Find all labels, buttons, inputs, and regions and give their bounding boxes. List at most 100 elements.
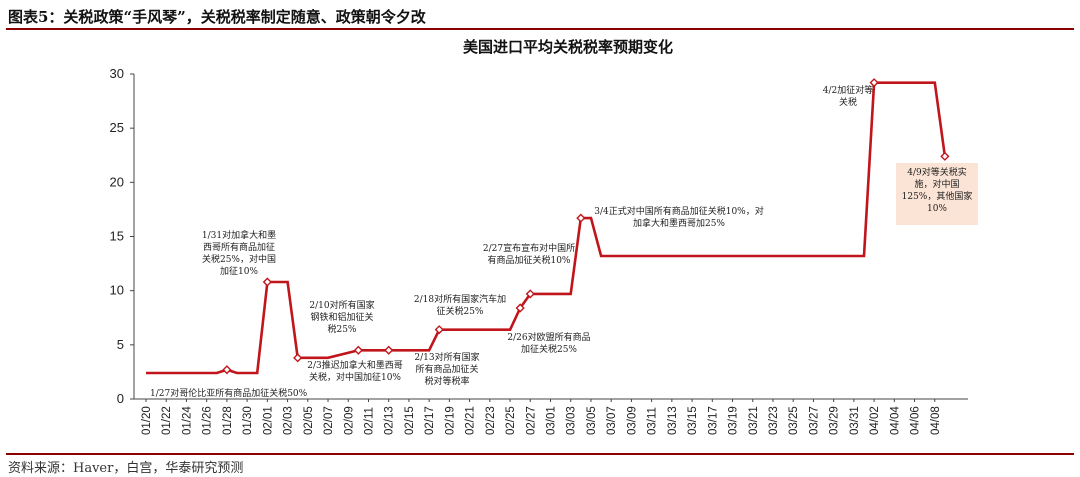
y-tick-label: 20 xyxy=(110,174,124,189)
x-tick-label: 02/19 xyxy=(444,406,456,435)
annotation-line: 加征10% xyxy=(220,266,258,277)
x-tick-label: 03/01 xyxy=(546,406,558,435)
annotation-line: 3/4正式对中国所有商品加征关税10%，对 xyxy=(594,205,764,217)
x-tick-label: 03/29 xyxy=(829,406,841,435)
annotation-text: 1/31对加拿大和墨西哥所有商品加征关税25%，对中国加征10% xyxy=(202,229,276,277)
x-tick-label: 02/05 xyxy=(303,406,315,435)
y-tick-label: 25 xyxy=(110,120,124,135)
x-tick-label: 01/30 xyxy=(242,406,254,435)
annotation-line: 关税 xyxy=(839,96,857,108)
x-tick-label: 03/31 xyxy=(849,406,861,435)
data-point xyxy=(525,289,535,299)
data-point xyxy=(940,151,950,161)
x-tick-label: 02/25 xyxy=(505,406,517,435)
annotation-text: 2/13对所有国家所有商品加征关税对等税率 xyxy=(414,351,479,387)
x-tick-label: 04/04 xyxy=(889,406,901,435)
y-tick-label: 0 xyxy=(117,391,124,406)
x-tick-label: 03/13 xyxy=(667,406,679,435)
chart-title: 美国进口平均关税税率预期变化 xyxy=(463,38,673,56)
data-point xyxy=(384,345,394,355)
x-tick-label: 03/09 xyxy=(626,406,638,435)
annotation-line: 加征关税25% xyxy=(521,343,577,355)
x-tick-label: 04/08 xyxy=(930,406,942,435)
x-tick-label: 03/07 xyxy=(606,406,618,435)
x-tick-label: 01/24 xyxy=(181,406,193,435)
annotation-line: 有商品加征关税10% xyxy=(487,254,570,266)
series-group xyxy=(146,78,950,375)
x-tick-label: 03/05 xyxy=(586,406,598,435)
x-tick-label: 01/20 xyxy=(141,406,153,435)
annotation-line: 2/18对所有国家汽车加 xyxy=(414,293,506,305)
data-point xyxy=(515,303,525,313)
annotation-group: 1/27对哥伦比亚所有商品加征关税50%1/31对加拿大和墨西哥所有商品加征关税… xyxy=(150,84,978,399)
annotation-text: 2/26对欧盟所有商品加征关税25% xyxy=(507,331,590,355)
annotation-text: 4/2加征对等关税 xyxy=(823,84,874,108)
annotation-line: 加拿大和墨西哥加25% xyxy=(633,217,725,229)
x-tick-label: 02/21 xyxy=(465,406,477,435)
data-point xyxy=(869,78,879,88)
annotation-line: 10% xyxy=(927,204,947,214)
x-tick-label: 01/26 xyxy=(202,406,214,435)
annotation-line: 征关税25% xyxy=(436,305,483,317)
data-point xyxy=(262,277,272,287)
annotation-line: 2/27宣布宣布对中国所 xyxy=(483,242,575,254)
figure-footer: 资料来源：Haver，白宫，华泰研究预测 xyxy=(6,453,1074,476)
data-point xyxy=(576,213,586,223)
chart-axes: 0 5 10 15 20 25 30 01/20 01/22 01/24 01/26 01/28 01/… xyxy=(110,66,968,435)
data-point xyxy=(434,325,444,335)
x-tick-label: 03/03 xyxy=(566,406,578,435)
annotation-line: 4/9对等关税实 xyxy=(907,166,967,178)
annotation-line: 施，对中国 xyxy=(914,178,959,190)
annotation-line: 钢铁和铝加征关 xyxy=(310,311,373,323)
x-tick-label: 02/07 xyxy=(323,406,335,435)
x-tick-label: 03/11 xyxy=(647,407,659,435)
x-tick-label: 03/23 xyxy=(768,406,780,435)
y-tick-label: 5 xyxy=(117,337,124,352)
x-tick-label: 02/03 xyxy=(283,406,295,435)
data-point xyxy=(353,345,363,355)
annotation-text: 4/9对等关税实施，对中国 125%，其他国家 10% xyxy=(902,166,973,214)
annotation-line: 1/31对加拿大和墨 xyxy=(202,229,276,241)
annotation-line: 税25% xyxy=(327,323,356,335)
y-tick-label: 15 xyxy=(110,229,124,244)
x-tick-label: 03/27 xyxy=(808,406,820,435)
annotation-text: 1/27对哥伦比亚所有商品加征关税50% xyxy=(150,387,308,399)
annotation-line: 2/26对欧盟所有商品 xyxy=(507,331,590,343)
annotation-line: 2/13对所有国家 xyxy=(414,351,479,363)
x-tick-label: 02/11 xyxy=(363,407,375,435)
y-tick-label: 10 xyxy=(110,283,124,298)
annotation-line: 4/2加征对等 xyxy=(823,84,874,96)
x-tick-label: 02/27 xyxy=(525,406,537,435)
annotation-text: 2/18对所有国家汽车加征关税25% xyxy=(414,293,506,317)
annotation-line: 关税，对中国加征10% xyxy=(309,371,401,383)
annotation-line: 所有商品加征关 xyxy=(415,363,478,375)
x-tick-label: 01/22 xyxy=(161,406,173,435)
x-tick-label: 02/01 xyxy=(262,406,274,435)
x-tick-label: 03/15 xyxy=(687,406,699,435)
x-tick-label: 02/13 xyxy=(384,406,396,435)
figure-header: 图表5：关税政策“手风琴”，关税税率制定随意、政策朝令夕改 xyxy=(6,2,1074,30)
x-tick-label: 04/02 xyxy=(869,406,881,435)
annotation-line: 1/27对哥伦比亚所有商品加征关税50% xyxy=(150,387,308,399)
annotation-text: 2/3推迟加拿大和墨西哥关税，对中国加征10% xyxy=(307,359,403,383)
annotation-text: 3/4正式对中国所有商品加征关税10%，对加拿大和墨西哥加25% xyxy=(594,205,764,229)
annotation-line: 2/10对所有国家 xyxy=(309,299,374,311)
annotation-line: 2/3推迟加拿大和墨西哥 xyxy=(307,359,403,371)
annotation-line: 125%，其他国家 xyxy=(902,190,973,202)
x-tick-label: 03/21 xyxy=(748,406,760,435)
annotation-line: 关税25%，对中国 xyxy=(202,253,276,265)
annotation-text: 2/27宣布宣布对中国所有商品加征关税10% xyxy=(483,242,575,266)
data-point xyxy=(293,353,303,363)
annotation-text: 2/10对所有国家钢铁和铝加征关税25% xyxy=(309,299,374,335)
annotation-highlight-box xyxy=(896,163,978,225)
x-tick-label: 03/17 xyxy=(707,406,719,435)
x-tick-label: 02/09 xyxy=(343,406,355,435)
annotation-line: 西哥所有商品加征 xyxy=(203,241,275,253)
x-tick-label: 01/28 xyxy=(222,406,234,435)
x-tick-label: 02/15 xyxy=(404,406,416,435)
annotation-line: 税对等税率 xyxy=(424,375,469,387)
data-point xyxy=(222,365,232,375)
series-line xyxy=(146,81,947,375)
x-tick-label: 03/19 xyxy=(728,406,740,435)
